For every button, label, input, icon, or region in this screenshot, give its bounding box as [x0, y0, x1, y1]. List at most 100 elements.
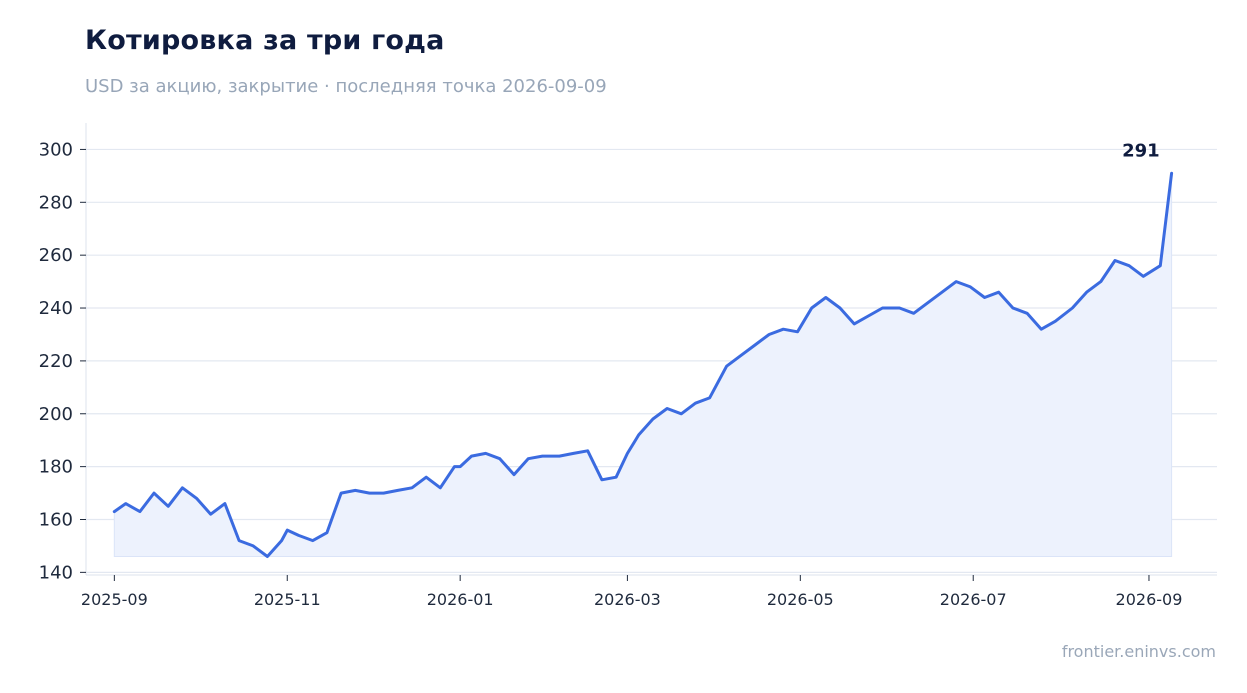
data-point-2026-02-20 [601, 479, 603, 481]
data-point-2026-05-15 [839, 307, 841, 309]
data-point-2026-01-30 [541, 455, 543, 457]
source-credit: frontier.eninvs.com [1061, 642, 1216, 661]
data-point-2025-09-05 [125, 503, 127, 505]
data-point-2025-09-25 [181, 487, 183, 489]
data-point-2026-05-25 [867, 315, 869, 317]
data-point-2025-12-20 [425, 476, 427, 478]
data-point-2025-11-05 [297, 534, 300, 536]
data-point-2025-09-20 [167, 505, 169, 507]
data-point-2026-01-01 [459, 466, 461, 468]
y-tick-labels: 140 160 180 200 220 240 260 280 300 [39, 139, 86, 583]
data-point-2026-08-30 [1142, 275, 1144, 277]
data-point-2026-04-25 [782, 328, 784, 330]
y-tick-label: 140 [39, 562, 73, 583]
data-point-2026-03-01 [626, 452, 629, 455]
axes [85, 123, 1217, 576]
data-point-2025-11-25 [354, 489, 356, 492]
data-point-2025-11-01 [286, 529, 288, 531]
data-point-2026-02-15 [587, 450, 589, 452]
series-points [113, 172, 1173, 558]
data-point-2026-08-20 [1114, 259, 1116, 262]
data-point-2026-03-25 [694, 402, 697, 404]
data-point-2026-01-20 [513, 473, 515, 476]
data-point-2025-10-10 [224, 503, 226, 505]
data-point-2026-06-10 [913, 312, 915, 314]
data-point-2026-07-05 [983, 296, 986, 299]
data-point-2025-12-15 [411, 487, 413, 489]
data-point-2026-02-10 [572, 452, 575, 455]
data-point-2026-05-10 [825, 296, 827, 299]
data-point-2026-07-20 [1026, 312, 1028, 314]
data-point-2025-10-05 [210, 513, 212, 515]
data-point-2026-06-25 [955, 280, 957, 283]
y-tick-label: 200 [39, 404, 73, 425]
data-point-2026-02-25 [615, 476, 617, 478]
data-point-2025-09-01 [113, 510, 115, 513]
data-point-2026-02-05 [558, 455, 560, 457]
data-point-2026-01-15 [499, 458, 501, 460]
data-point-2026-04-20 [768, 333, 770, 336]
data-point-2026-03-15 [666, 407, 668, 410]
chart-subtitle: USD за акцию, закрытие · последняя точка… [85, 76, 607, 97]
data-point-2026-08-25 [1128, 265, 1130, 267]
data-point-2025-11-15 [326, 532, 328, 534]
data-point-2026-03-30 [709, 397, 711, 399]
data-point-2026-09-05 [1159, 265, 1161, 267]
y-tick-label: 240 [39, 298, 73, 319]
y-tick-label: 300 [39, 139, 73, 160]
data-point-2025-11-20 [340, 492, 342, 494]
data-point-2025-10-30 [280, 540, 283, 542]
data-point-2025-11-10 [312, 540, 314, 542]
last-value-label: 291 [1122, 140, 1160, 161]
data-point-2026-01-25 [527, 458, 529, 460]
data-point-2026-07-10 [998, 291, 1000, 293]
data-point-2026-03-20 [680, 413, 682, 415]
y-tick-label: 180 [39, 457, 73, 478]
data-point-2026-08-05 [1071, 307, 1074, 309]
data-point-2026-07-25 [1040, 328, 1042, 330]
data-point-2025-12-25 [439, 487, 441, 489]
y-tick-label: 160 [39, 509, 73, 530]
grid-lines [86, 148, 1217, 573]
data-point-2026-09-09 [1171, 172, 1173, 174]
data-point-2026-04-05 [726, 365, 728, 367]
data-point-2026-04-10 [740, 355, 742, 357]
chart-title: Котировка за три года [85, 25, 445, 56]
x-tick-label: 2026-07 [940, 590, 1007, 609]
y-tick-label: 220 [39, 351, 73, 372]
data-point-2026-04-30 [796, 331, 799, 333]
x-tick-label: 2026-05 [767, 590, 834, 609]
data-point-2026-06-15 [927, 302, 929, 304]
data-point-2026-05-20 [853, 323, 855, 325]
data-point-2026-01-10 [485, 452, 487, 455]
data-point-2025-11-30 [368, 492, 371, 494]
x-tick-label: 2026-03 [594, 590, 661, 609]
data-point-2025-09-10 [139, 510, 141, 513]
data-point-2025-12-05 [383, 492, 385, 494]
data-point-2025-09-30 [195, 497, 198, 499]
data-point-2026-07-30 [1054, 320, 1057, 322]
data-point-2026-04-15 [754, 344, 756, 346]
x-tick-label: 2026-01 [427, 590, 494, 609]
x-tick-label: 2025-09 [81, 590, 148, 609]
data-point-2026-06-20 [941, 291, 943, 293]
data-point-2025-10-15 [238, 540, 240, 542]
y-tick-label: 260 [39, 245, 73, 266]
data-point-2026-06-30 [969, 286, 971, 288]
data-point-2026-05-05 [811, 307, 813, 309]
x-tick-labels: 2025-09 2025-11 2026-01 2026-03 2026-05 2026-… [81, 575, 1182, 609]
data-point-2026-06-05 [898, 307, 901, 309]
data-point-2025-10-20 [252, 545, 254, 547]
data-point-2025-12-30 [453, 466, 456, 468]
x-tick-label: 2026-09 [1116, 590, 1183, 609]
y-tick-label: 280 [39, 192, 73, 213]
data-point-2025-10-25 [266, 555, 269, 558]
data-point-2026-07-15 [1012, 307, 1014, 309]
data-point-2025-09-15 [153, 492, 155, 494]
data-point-2026-08-15 [1100, 280, 1102, 283]
data-point-2026-01-05 [470, 455, 473, 457]
data-point-2026-05-30 [881, 307, 884, 309]
data-point-2025-12-10 [397, 489, 399, 492]
data-point-2026-08-10 [1086, 291, 1088, 293]
